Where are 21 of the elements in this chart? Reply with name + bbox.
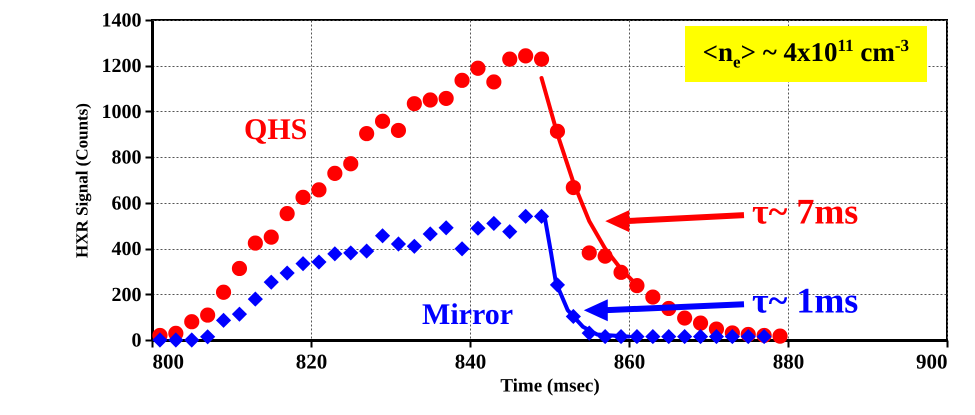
series-label: QHS — [244, 113, 308, 146]
x-tick-label: 840 — [454, 350, 486, 374]
y-tick-label: 400 — [112, 238, 142, 260]
legend-label: Mirror — [422, 298, 514, 331]
x-tick-label: 820 — [296, 350, 328, 374]
y-tick-label: 600 — [112, 192, 142, 214]
x-tick-label: 800 — [152, 350, 184, 374]
y-tick-label: 1000 — [102, 100, 142, 123]
y-tick-label: 0 — [132, 330, 142, 352]
annotation: τ~ 1ms — [752, 280, 858, 321]
annotation: <n$_{e}$> ~ 4x10$^{11}$ cm$^{-3}$ — [684, 26, 927, 82]
y-tick-label: 1400 — [102, 10, 142, 32]
annotation: τ~ 7ms — [752, 191, 858, 232]
x-tick-label: 860 — [614, 350, 646, 374]
y-tick-label: 200 — [112, 284, 142, 306]
x-tick-label: 880 — [772, 350, 804, 374]
x-axis-title: Time (msec) — [500, 376, 600, 396]
y-tick-label: 800 — [112, 146, 142, 169]
x-tick-label: 900 — [916, 350, 948, 374]
y-tick-label: 1200 — [102, 55, 142, 78]
y-axis-title: HXR Signal (Counts) — [72, 103, 92, 258]
